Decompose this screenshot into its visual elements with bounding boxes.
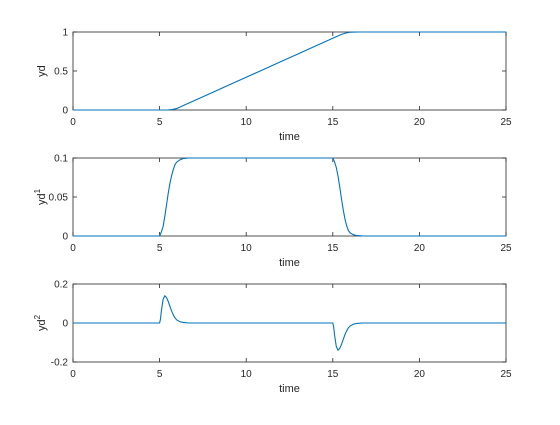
x-tick-label: 5 (157, 369, 163, 380)
y-axis-label-superscript: 1 (33, 188, 42, 193)
series-line-1 (73, 157, 506, 237)
x-tick-label: 0 (70, 369, 76, 380)
x-tick-label: 0 (70, 243, 76, 254)
subplot-1: 0 5 10 15 20 25 0 0.5 1 time yd (36, 28, 512, 144)
x-tick-label: 0 (70, 117, 76, 128)
x-tick-label: 10 (241, 243, 253, 254)
x-tick-label: 25 (500, 243, 512, 254)
x-tick-label: 20 (414, 117, 426, 128)
y-tick-label: 0.5 (54, 67, 68, 78)
x-tick-label: 15 (327, 369, 339, 380)
x-tick-label: 5 (157, 117, 163, 128)
y-axis-label: yd1 (33, 188, 48, 205)
y-tick-label: 1 (62, 28, 68, 39)
y-axis-label: yd2 (33, 314, 48, 331)
axes-box (72, 31, 507, 111)
y-tick-label: 0.1 (54, 154, 68, 165)
y-tick-label: -0.2 (51, 358, 69, 369)
y-tick-label: 0 (62, 106, 68, 117)
x-tick-label: 25 (500, 117, 512, 128)
x-tick-label: 20 (414, 369, 426, 380)
y-axis-label-superscript: 2 (33, 314, 42, 319)
x-tick-label: 15 (327, 243, 339, 254)
x-tick-label: 10 (241, 117, 253, 128)
y-tick-label: 0.05 (49, 193, 69, 204)
x-axis-label: time (279, 257, 300, 269)
y-tick-label: 0.2 (54, 280, 68, 291)
x-tick-label: 5 (157, 243, 163, 254)
y-axis-label: yd (36, 65, 48, 77)
x-tick-label: 20 (414, 243, 426, 254)
series-line-1 (73, 295, 506, 351)
x-axis-label: time (279, 131, 300, 143)
y-tick-label: 0 (62, 232, 68, 243)
x-axis-label: time (279, 383, 300, 395)
axes-box (72, 157, 507, 237)
subplot-2: 0 5 10 15 20 25 0 0.05 0.1 time yd1 (33, 154, 512, 270)
x-tick-label: 15 (327, 117, 339, 128)
x-tick-label: 10 (241, 369, 253, 380)
x-tick-label: 25 (500, 369, 512, 380)
series-line-1 (73, 31, 506, 111)
y-tick-label: 0 (62, 319, 68, 330)
